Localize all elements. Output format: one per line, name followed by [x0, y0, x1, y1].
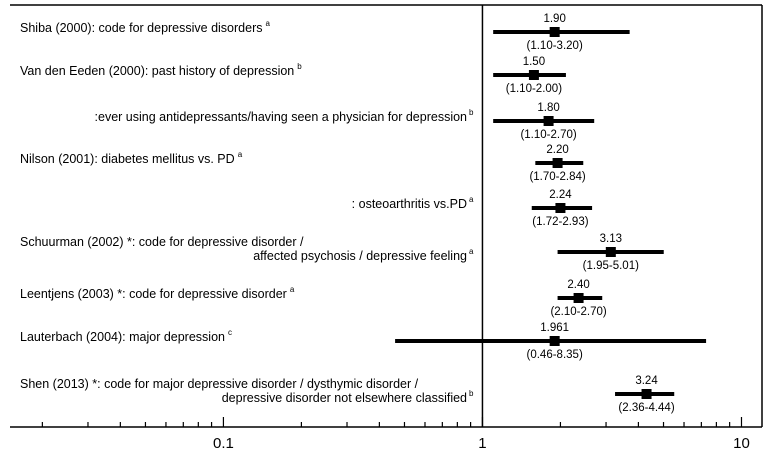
ci-label: (2.36-4.44): [618, 402, 674, 414]
ci-label: (1.95-5.01): [583, 260, 639, 272]
footnote-marker: a: [238, 150, 243, 159]
ci-label: (1.70-2.84): [529, 171, 585, 183]
footnote-marker: b: [469, 108, 474, 117]
estimate-label: 2.20: [546, 144, 568, 156]
point-estimate: [549, 27, 560, 37]
point-estimate: [549, 336, 560, 346]
study-label: affected psychosis / depressive feeling: [253, 249, 467, 263]
study-label: Lauterbach (2004): major depression: [20, 330, 225, 344]
study-row: Nilson (2001): diabetes mellitus vs. PD a…: [20, 144, 586, 183]
study-row: Van den Eeden (2000): past history of de…: [20, 56, 566, 95]
footnote-marker: c: [228, 328, 232, 337]
x-tick-label: 0.1: [213, 435, 234, 452]
footnote-marker: b: [469, 389, 474, 398]
study-row: Shiba (2000): code for depressive disord…: [20, 13, 630, 52]
study-row: :ever using antidepressants/having seen …: [95, 102, 595, 141]
study-label: Shen (2013) *: code for major depressive…: [20, 377, 419, 391]
footnote-marker: a: [469, 247, 474, 256]
study-row: Lauterbach (2004): major depression c 1.96…: [20, 322, 707, 361]
footnote-marker: b: [297, 62, 302, 71]
ci-label: (0.46-8.35): [527, 349, 583, 361]
point-estimate: [605, 247, 616, 257]
study-label: Schuurman (2002) *: code for depressive …: [20, 235, 304, 249]
study-label: Nilson (2001): diabetes mellitus vs. PD: [20, 152, 235, 166]
x-tick-label: 1: [478, 435, 486, 452]
estimate-label: 1.50: [523, 56, 545, 68]
estimate-label: 2.40: [567, 279, 589, 291]
ci-label: (1.10-2.00): [506, 83, 562, 95]
point-estimate: [641, 389, 652, 399]
footnote-marker: a: [266, 19, 271, 28]
study-row: Schuurman (2002) *: code for depressive …: [20, 233, 664, 272]
study-rows: Shiba (2000): code for depressive disord…: [20, 13, 707, 414]
point-estimate: [543, 116, 554, 126]
x-tick-label: 10: [733, 435, 750, 452]
point-estimate: [528, 70, 539, 80]
estimate-label: 1.80: [537, 102, 559, 114]
estimate-label: 2.24: [549, 189, 572, 201]
study-label: Leentjens (2003) *: code for depressive …: [20, 287, 287, 301]
point-estimate: [555, 203, 566, 213]
study-label: Van den Eeden (2000): past history of de…: [20, 64, 294, 78]
ci-label: (2.10-2.70): [550, 306, 606, 318]
ci-label: (1.10-2.70): [520, 129, 576, 141]
study-row: : osteoarthritis vs.PD a 2.24 (1.72-2.93): [352, 189, 593, 228]
study-label: : osteoarthritis vs.PD: [352, 197, 467, 211]
study-label: depressive disorder not elsewhere classi…: [222, 391, 467, 405]
ci-label: (1.72-2.93): [532, 216, 588, 228]
footnote-marker: a: [469, 195, 474, 204]
estimate-label: 3.13: [600, 233, 622, 245]
estimate-label: 3.24: [635, 375, 658, 387]
x-axis-ticks: 0.1 1 10: [41, 417, 750, 452]
ci-label: (1.10-3.20): [527, 40, 583, 52]
point-estimate: [552, 158, 563, 168]
estimate-label: 1.90: [543, 13, 565, 25]
point-estimate: [573, 293, 584, 303]
study-row: Shen (2013) *: code for major depressive…: [20, 375, 675, 414]
study-label: Shiba (2000): code for depressive disord…: [20, 21, 263, 35]
study-row: Leentjens (2003) *: code for depressive …: [20, 279, 607, 318]
study-label: :ever using antidepressants/having seen …: [95, 110, 467, 124]
estimate-label: 1.961: [540, 322, 569, 334]
footnote-marker: a: [290, 285, 295, 294]
